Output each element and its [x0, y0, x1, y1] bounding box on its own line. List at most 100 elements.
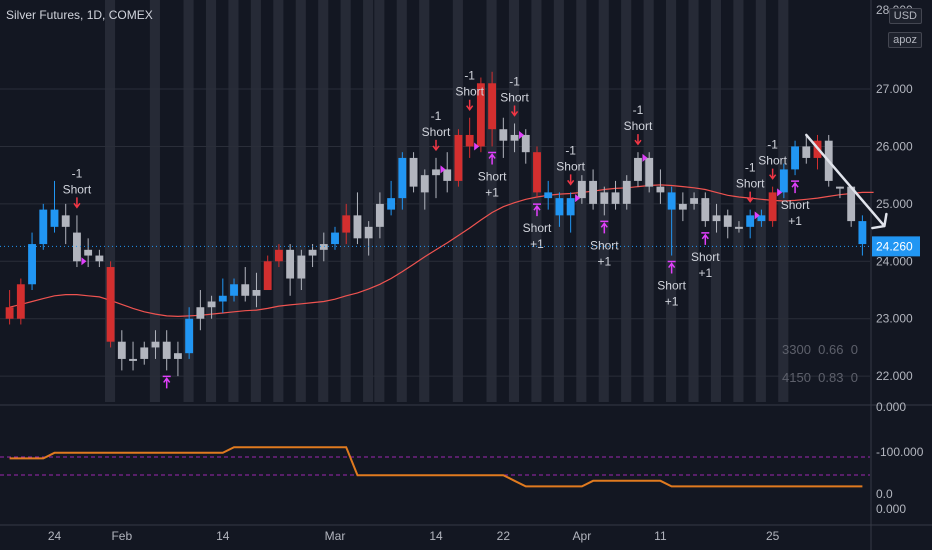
signal-label-10-1: +1 [665, 295, 679, 309]
signal-label-0-1: Short [63, 182, 92, 196]
moving-average-line [9, 184, 874, 318]
scale-badge[interactable]: apoz [888, 32, 922, 48]
candle-body-37 [420, 175, 429, 193]
candle-body-45 [510, 134, 519, 141]
candle-body-49 [555, 198, 564, 216]
short-entry-marker-2 [440, 165, 446, 174]
signal-label-12-1: Short [736, 177, 765, 191]
candle-body-3 [39, 209, 48, 245]
vertical-band-19 [576, 0, 587, 402]
candle-body-52 [589, 180, 598, 204]
candle-body-18 [207, 301, 216, 308]
vertical-band-11 [374, 0, 385, 402]
signal-label-2-0: -1 [431, 109, 442, 123]
candle-body-50 [566, 198, 575, 216]
candle-body-64 [723, 215, 732, 227]
candle-body-25 [286, 249, 295, 279]
candle-body-4 [50, 209, 59, 227]
x-tick-label-2: 14 [216, 529, 230, 543]
candle-body-22 [252, 290, 261, 296]
y-tick-label-1: 23.000 [876, 312, 913, 326]
candle-body-59 [667, 192, 676, 210]
candle-body-63 [712, 215, 721, 222]
vertical-band-27 [755, 0, 766, 402]
candle-body-0 [5, 307, 14, 319]
candle-body-33 [375, 203, 384, 227]
signal-label-14-0: Short [781, 198, 810, 212]
candle-body-26 [297, 255, 306, 279]
candle-body-19 [218, 295, 227, 302]
candle-body-14 [162, 341, 171, 359]
vertical-band-0 [104, 0, 116, 402]
x-tick-label-7: 11 [654, 529, 667, 543]
vertical-band-9 [340, 0, 351, 402]
long-arrow-6 [532, 203, 541, 217]
candle-body-28 [319, 244, 328, 250]
short-entry-marker-7 [575, 194, 581, 203]
stat-line-1: 3300 0.66 0 [782, 342, 858, 357]
candle-body-56 [634, 157, 642, 181]
vertical-band-8 [318, 0, 329, 402]
indicator-axis-label-3: 0.000 [876, 502, 906, 516]
candle-body-9 [106, 267, 115, 342]
short-arrow-0 [73, 197, 81, 209]
candle-body-55 [622, 180, 631, 204]
candle-body-74 [836, 186, 844, 189]
signal-label-10-0: Short [657, 279, 686, 293]
candle-body-67 [757, 215, 766, 222]
vertical-band-12 [396, 0, 407, 402]
short-arrow-13 [769, 168, 777, 180]
candle-body-51 [577, 180, 586, 199]
signal-label-3-1: Short [455, 85, 484, 99]
candle-body-11 [129, 358, 137, 361]
candle-body-12 [140, 347, 149, 359]
signal-label-6-0: Short [523, 221, 552, 235]
x-tick-label-3: Mar [325, 529, 346, 543]
candle-body-61 [690, 198, 699, 204]
signal-label-8-0: Short [590, 238, 619, 252]
candle-body-57 [645, 157, 654, 187]
short-arrow-5 [510, 105, 519, 117]
vertical-band-15 [486, 0, 497, 402]
signal-label-9-1: Short [624, 119, 653, 133]
short-arrow-12 [746, 191, 754, 203]
candle-body-46 [521, 134, 530, 153]
indicator-axis-label-1: -100.000 [876, 445, 924, 459]
candle-body-44 [499, 129, 508, 141]
vertical-band-10 [363, 0, 374, 402]
candle-body-7 [84, 249, 93, 256]
last-price-label: 24.260 [876, 239, 913, 253]
y-tick-label-0: 22.000 [876, 369, 913, 383]
vertical-band-5 [250, 0, 261, 402]
candle-body-29 [331, 232, 339, 245]
long-arrow-10 [667, 260, 676, 274]
candle-body-75 [847, 186, 856, 222]
signal-label-5-0: -1 [509, 74, 520, 88]
long-arrow-1 [162, 375, 171, 389]
signal-label-13-0: -1 [767, 138, 778, 152]
candle-body-5 [61, 215, 70, 227]
candle-body-47 [533, 152, 541, 193]
candle-body-38 [432, 169, 440, 176]
indicator-line [9, 446, 863, 488]
indicator-axis-label-0: 0.000 [876, 400, 906, 414]
projection-arrow [805, 133, 888, 230]
signal-label-14-1: +1 [788, 214, 802, 228]
short-arrow-7 [567, 174, 575, 186]
currency-badge[interactable]: USD [888, 8, 922, 24]
candle-body-43 [488, 83, 497, 130]
candle-body-48 [544, 192, 553, 199]
candle-body-69 [779, 169, 788, 193]
candle-body-36 [409, 157, 418, 187]
signal-label-3-0: -1 [464, 69, 475, 83]
vertical-band-2 [183, 0, 194, 402]
x-tick-label-4: 14 [429, 529, 443, 543]
candle-body-76 [858, 221, 867, 245]
candle-body-71 [802, 146, 811, 158]
candle-body-8 [95, 255, 104, 262]
signal-label-11-1: +1 [698, 266, 712, 280]
vertical-band-13 [419, 0, 430, 402]
long-arrow-4 [488, 151, 497, 165]
signal-label-11-0: Short [691, 250, 720, 264]
signal-label-4-0: Short [478, 169, 507, 183]
